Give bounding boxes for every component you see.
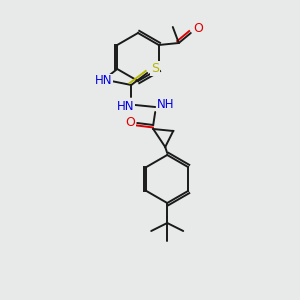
Text: NH: NH — [157, 98, 174, 112]
Text: S: S — [151, 61, 159, 74]
Text: O: O — [125, 116, 135, 128]
Text: O: O — [193, 22, 203, 34]
Text: HN: HN — [94, 74, 112, 88]
Text: HN: HN — [116, 100, 134, 112]
